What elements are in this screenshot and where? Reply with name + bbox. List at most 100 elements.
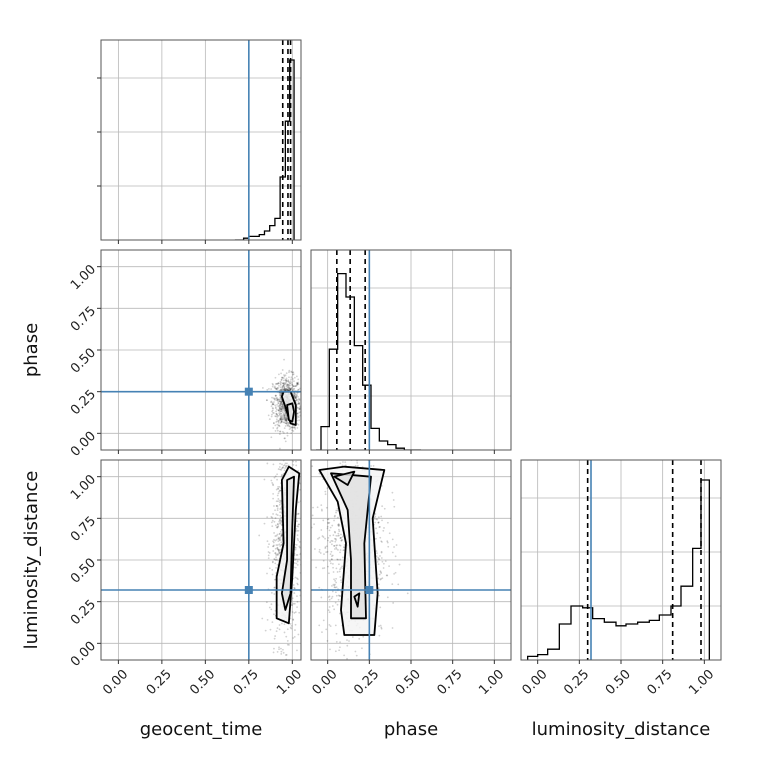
sample-point xyxy=(336,544,339,547)
sample-point xyxy=(285,419,287,422)
x-tick-label: 1.00 xyxy=(686,667,717,698)
sample-point xyxy=(283,416,286,419)
sample-point xyxy=(381,577,384,580)
sample-point xyxy=(292,389,294,392)
sample-point xyxy=(304,556,306,558)
sample-point xyxy=(265,601,268,604)
sample-point xyxy=(270,388,273,390)
sample-point xyxy=(293,592,296,594)
sample-point xyxy=(290,378,292,381)
sample-point xyxy=(282,432,285,434)
sample-point xyxy=(358,363,360,365)
sample-point xyxy=(391,538,394,541)
sample-point xyxy=(289,626,292,629)
sample-point xyxy=(268,552,271,554)
sample-point xyxy=(279,418,282,421)
sample-point xyxy=(293,395,296,398)
sample-point xyxy=(276,526,279,528)
sample-point xyxy=(339,537,342,539)
sample-point xyxy=(377,587,380,589)
sample-point xyxy=(298,611,301,614)
sample-point xyxy=(271,525,274,528)
sample-point xyxy=(346,639,348,642)
sample-point xyxy=(284,378,287,381)
sample-point xyxy=(284,416,287,419)
sample-point xyxy=(341,437,343,439)
sample-point xyxy=(280,417,282,419)
sample-point xyxy=(290,627,293,630)
sample-point xyxy=(278,425,281,427)
sample-point xyxy=(304,558,306,560)
sample-point xyxy=(322,519,325,522)
sample-point xyxy=(334,537,337,540)
sample-point xyxy=(391,551,394,554)
sample-point xyxy=(339,576,342,578)
sample-point xyxy=(379,526,381,528)
sample-point xyxy=(280,543,283,546)
x-tick-label: 0.25 xyxy=(351,667,382,698)
sample-point xyxy=(287,423,290,425)
sample-point xyxy=(380,572,383,574)
sample-point xyxy=(356,461,359,464)
sample-point xyxy=(378,558,381,561)
sample-point xyxy=(326,525,329,528)
sample-point xyxy=(278,404,281,407)
sample-point xyxy=(299,488,301,491)
sample-point xyxy=(335,577,338,580)
sample-point xyxy=(266,618,269,621)
sample-point xyxy=(276,494,279,497)
sample-point xyxy=(296,583,299,586)
sample-point xyxy=(287,384,290,386)
sample-point xyxy=(284,437,286,440)
sample-point xyxy=(287,437,289,439)
sample-point xyxy=(328,598,331,601)
sample-point xyxy=(287,666,289,668)
sample-point xyxy=(354,464,357,467)
sample-point xyxy=(271,403,274,406)
sample-point xyxy=(287,422,290,424)
x-tick-label: 0.00 xyxy=(100,667,131,698)
sample-point xyxy=(284,414,287,417)
sample-point xyxy=(294,548,297,551)
sample-point xyxy=(315,566,317,569)
x-tick-label: 0.75 xyxy=(435,667,466,698)
y-tick-label: 0.75 xyxy=(68,514,99,545)
sample-point xyxy=(297,378,300,381)
sample-point xyxy=(297,402,300,405)
panel-phase-phase xyxy=(310,249,512,454)
sample-point xyxy=(297,398,300,401)
sample-point xyxy=(276,514,279,517)
sample-point xyxy=(381,505,384,508)
sample-point xyxy=(276,563,279,566)
sample-point xyxy=(287,388,290,391)
sample-point xyxy=(333,537,336,540)
sample-point xyxy=(271,409,274,412)
sample-point xyxy=(285,417,288,420)
sample-point xyxy=(381,519,383,522)
sample-point xyxy=(282,406,284,408)
sample-point xyxy=(296,560,299,563)
sample-point xyxy=(279,400,281,403)
sample-point xyxy=(288,381,291,384)
sample-point xyxy=(277,382,280,385)
sample-point xyxy=(277,537,280,540)
sample-point xyxy=(290,376,293,379)
sample-point xyxy=(279,408,282,410)
sample-point xyxy=(284,388,287,391)
sample-point xyxy=(261,617,264,620)
sample-point xyxy=(283,414,286,416)
sample-point xyxy=(279,386,282,389)
sample-point xyxy=(294,385,297,388)
sample-point xyxy=(277,498,280,500)
sample-point xyxy=(386,541,389,544)
sample-point xyxy=(330,539,333,542)
sample-point xyxy=(324,490,327,493)
sample-point xyxy=(386,540,389,543)
sample-point xyxy=(297,529,300,532)
sample-point xyxy=(377,556,380,559)
sample-point xyxy=(276,546,279,549)
panel-content xyxy=(311,363,511,660)
sample-point xyxy=(283,414,286,417)
panel-content xyxy=(316,250,421,450)
sample-point xyxy=(286,388,289,391)
